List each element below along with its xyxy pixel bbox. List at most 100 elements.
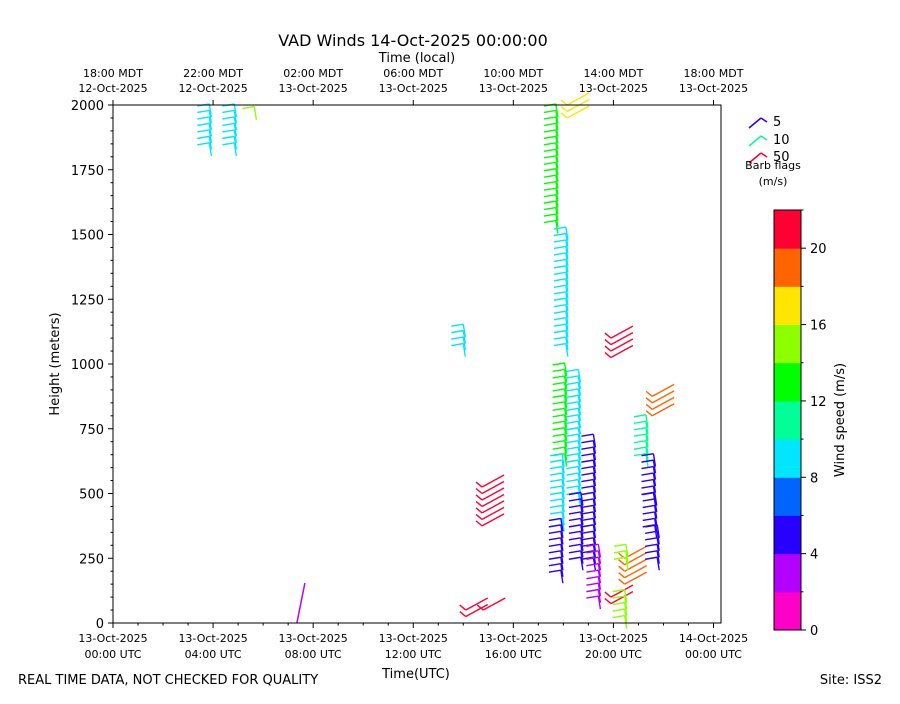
colorbar-label: Wind speed (m/s) [833,363,848,477]
top-x-tick-time: 10:00 MDT [483,67,543,80]
barb-legend-units: (m/s) [759,175,788,188]
wind-barb-flag [475,520,483,527]
wind-barb [623,589,628,603]
barb-legend: 5 10 50 [748,115,790,165]
wind-barb-flag [553,226,566,230]
wind-barb-flag [604,598,612,605]
colorbar-segment [774,286,801,326]
wind-barb [580,511,584,526]
wind-barb [563,447,568,461]
wind-barb-flag [633,446,647,450]
wind-barb-flag [543,155,556,159]
wind-barb [563,440,568,454]
wind-barb [563,434,568,448]
x-tick-time: 12:00 UTC [385,648,442,661]
wind-barb [208,116,213,131]
wind-barb-flag [553,258,566,263]
wind-barb-flag [550,504,563,509]
wind-barb-flag [543,129,556,133]
colorbar-tick-label: 20 [810,242,827,257]
wind-barb-flag [581,511,594,515]
wind-barb-flag [553,284,566,288]
colorbar-segment [774,553,801,593]
wind-barb-flag [553,252,566,256]
top-x-tick-time: 14:00 MDT [583,67,643,80]
wind-barb-flag [553,265,566,269]
wind-barb [652,472,657,487]
wind-barb [233,136,238,150]
wind-barb [462,324,466,338]
wind-barb [651,396,675,410]
top-x-tick-date: 13-Oct-2025 [279,82,348,95]
wind-barb [563,427,568,441]
wind-barb-flag [641,452,654,457]
wind-barb-flag [552,427,565,431]
wind-barb [565,285,569,299]
legend-entry-label: 5 [773,115,781,130]
wind-barb [561,460,565,474]
wind-barb-flag [586,575,599,580]
wind-barb [577,479,582,493]
wind-barb-flag [645,397,653,404]
y-tick-label: 2000 [71,99,104,114]
wind-barb [656,537,660,551]
wind-barb-flag [566,433,579,437]
wind-barb-flag [566,485,579,489]
wind-barb-flag [568,550,581,554]
top-x-tick-date: 13-Oct-2025 [679,82,748,95]
barb-cluster [242,105,258,120]
wind-barb-flag [642,504,655,509]
x-tick-time: 04:00 UTC [185,648,242,661]
wind-barb [563,401,568,415]
wind-barb [561,511,565,526]
wind-barb-flag [581,556,594,560]
top-x-tick-date: 13-Oct-2025 [579,82,648,95]
wind-barb-flag [475,494,483,501]
wind-barb [561,485,565,500]
barb-cluster [604,325,634,359]
colorbar-segment [774,515,801,555]
wind-barb [555,123,559,137]
wind-barb [651,390,675,404]
wind-barb [560,531,564,545]
wind-barb-flag [560,112,568,119]
wind-barb-flag [552,440,565,444]
wind-barb [592,447,597,461]
wind-barb [566,105,590,119]
wind-barb [592,440,597,454]
barb-cluster [645,383,675,417]
wind-barb-flag [581,491,594,496]
wind-barb [597,595,602,610]
wind-barb [592,479,597,493]
wind-barb [592,466,597,480]
wind-barb [208,103,213,118]
wind-barb [481,513,505,527]
wind-barb [580,557,584,571]
wind-barb-flag [548,556,561,560]
wind-barb [233,110,238,124]
wind-barb-flag [552,375,565,379]
wind-barb [597,563,602,577]
wind-barb-flag [553,278,566,282]
colorbar-segment [774,362,801,402]
wind-barb-flag [543,206,556,211]
legend-barb-icon [748,152,762,164]
wind-barb-flag [612,601,625,606]
wind-barb-flag [581,517,594,522]
wind-barb-flag [459,610,467,618]
wind-barb-flag [548,530,561,535]
wind-barb-flag [604,591,612,598]
wind-barb [624,565,648,579]
footer-site: Site: ISS2 [819,673,882,688]
wind-barb [561,472,565,487]
wind-barb-flag [642,491,655,496]
wind-barb-flag [566,452,579,457]
wind-barb [563,375,568,390]
wind-barb [610,590,634,605]
wind-barb-flag [568,543,581,547]
wind-barb [208,123,213,137]
wind-barb-flag [566,394,579,399]
wind-barb-flag [566,414,579,418]
legend-entry-label: 10 [773,133,790,148]
wind-barb [580,492,584,506]
